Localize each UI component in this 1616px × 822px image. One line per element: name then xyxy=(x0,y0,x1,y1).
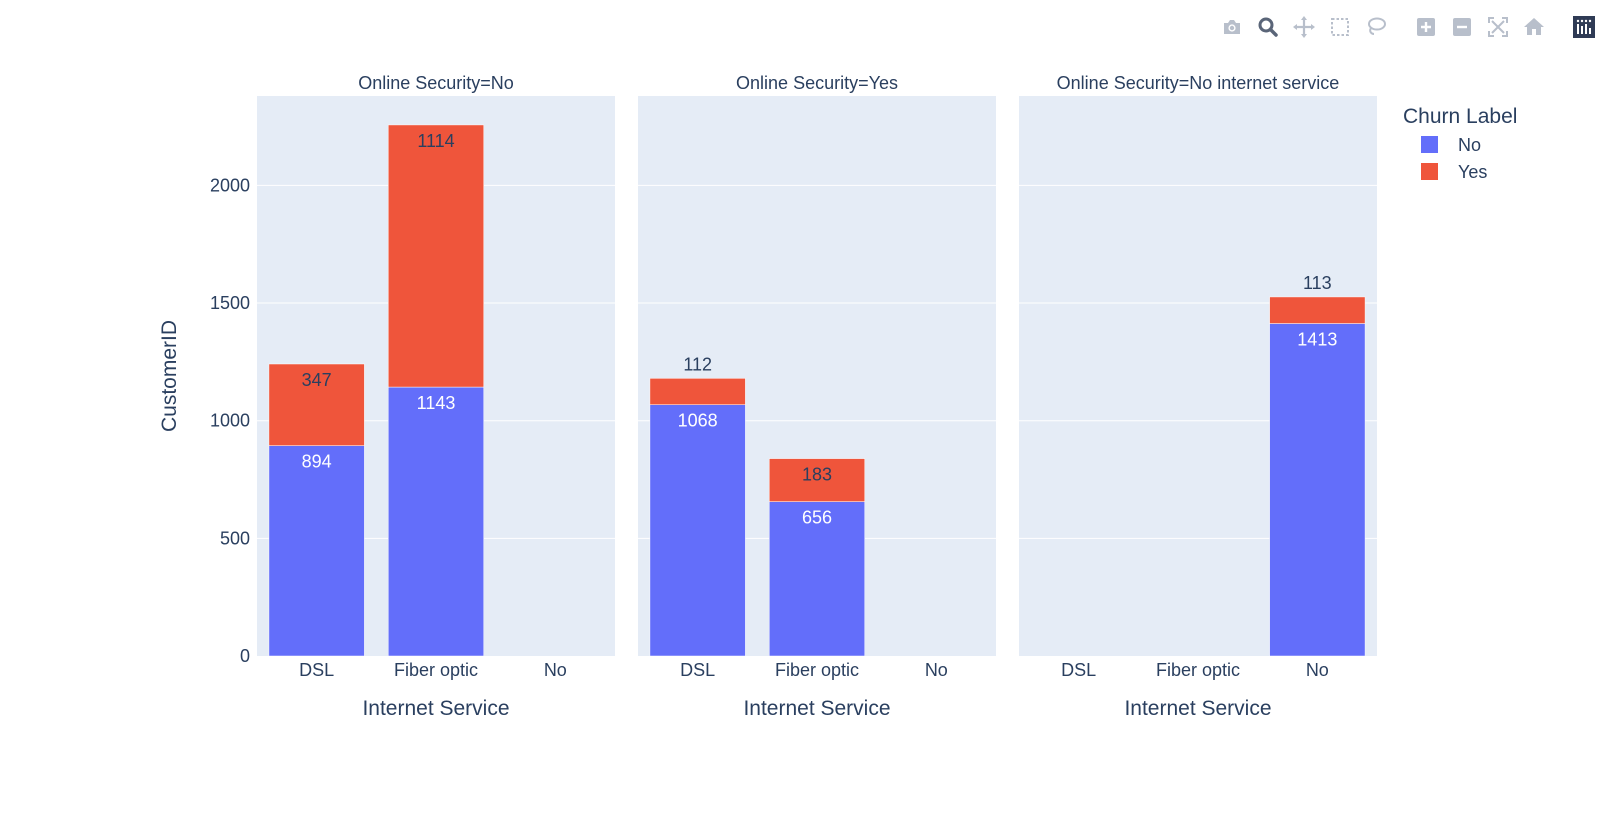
bar-yes xyxy=(388,124,484,388)
plotly-logo-icon[interactable] xyxy=(1566,12,1602,42)
x-tick-label: No xyxy=(544,660,567,680)
y-tick-label: 1000 xyxy=(210,411,250,431)
legend-label: Yes xyxy=(1458,162,1487,182)
camera-icon[interactable] xyxy=(1214,12,1250,42)
zoom-icon[interactable] xyxy=(1250,12,1286,42)
data-label: 112 xyxy=(683,354,712,374)
y-tick-label: 1500 xyxy=(210,293,250,313)
bar-yes xyxy=(1269,296,1366,324)
facet-title: Online Security=No xyxy=(358,73,514,93)
data-label: 347 xyxy=(302,370,332,390)
zoom-in-icon[interactable] xyxy=(1408,12,1444,42)
y-tick-label: 0 xyxy=(240,646,250,666)
facet-title: Online Security=No internet service xyxy=(1057,73,1340,93)
x-tick-label: No xyxy=(925,660,948,680)
zoom-out-icon[interactable] xyxy=(1444,12,1480,42)
legend-swatch-yes xyxy=(1421,163,1438,180)
x-axis-title: Internet Service xyxy=(1124,697,1271,720)
bar-no xyxy=(649,404,746,657)
x-tick-label: DSL xyxy=(680,660,715,680)
legend-label: No xyxy=(1458,135,1481,155)
x-axis-title: Internet Service xyxy=(362,697,509,720)
x-axis-title: Internet Service xyxy=(743,697,890,720)
x-tick-label: Fiber optic xyxy=(394,660,478,680)
home-icon[interactable] xyxy=(1516,12,1552,42)
x-tick-label: Fiber optic xyxy=(1156,660,1240,680)
data-label: 1143 xyxy=(417,393,456,413)
data-label: 894 xyxy=(302,452,332,472)
y-tick-label: 500 xyxy=(220,528,250,548)
lasso-icon[interactable] xyxy=(1358,12,1394,42)
x-tick-label: DSL xyxy=(299,660,334,680)
data-label: 1413 xyxy=(1297,330,1337,350)
x-tick-label: DSL xyxy=(1061,660,1096,680)
bar-no xyxy=(388,386,484,657)
modebar xyxy=(1214,12,1602,42)
bar-yes xyxy=(268,363,365,446)
box-select-icon[interactable] xyxy=(1322,12,1358,42)
data-label: 1068 xyxy=(678,411,718,431)
x-tick-label: Fiber optic xyxy=(775,660,859,680)
data-label: 656 xyxy=(802,508,832,528)
autoscale-icon[interactable] xyxy=(1480,12,1516,42)
bar-yes xyxy=(649,378,746,405)
facet-title: Online Security=Yes xyxy=(736,73,898,93)
y-axis-title: CustomerID xyxy=(158,320,181,432)
bar-no xyxy=(769,501,865,657)
data-label: 1114 xyxy=(417,131,454,151)
legend-swatch-no xyxy=(1421,136,1438,153)
pan-icon[interactable] xyxy=(1286,12,1322,42)
data-label: 183 xyxy=(802,465,832,485)
y-tick-label: 2000 xyxy=(210,175,250,195)
bar-yes xyxy=(769,458,865,502)
bar-no xyxy=(1269,323,1366,657)
legend-title: Churn Label xyxy=(1403,105,1517,128)
x-tick-label: No xyxy=(1306,660,1329,680)
data-label: 113 xyxy=(1303,273,1332,293)
bar-no xyxy=(268,445,365,657)
